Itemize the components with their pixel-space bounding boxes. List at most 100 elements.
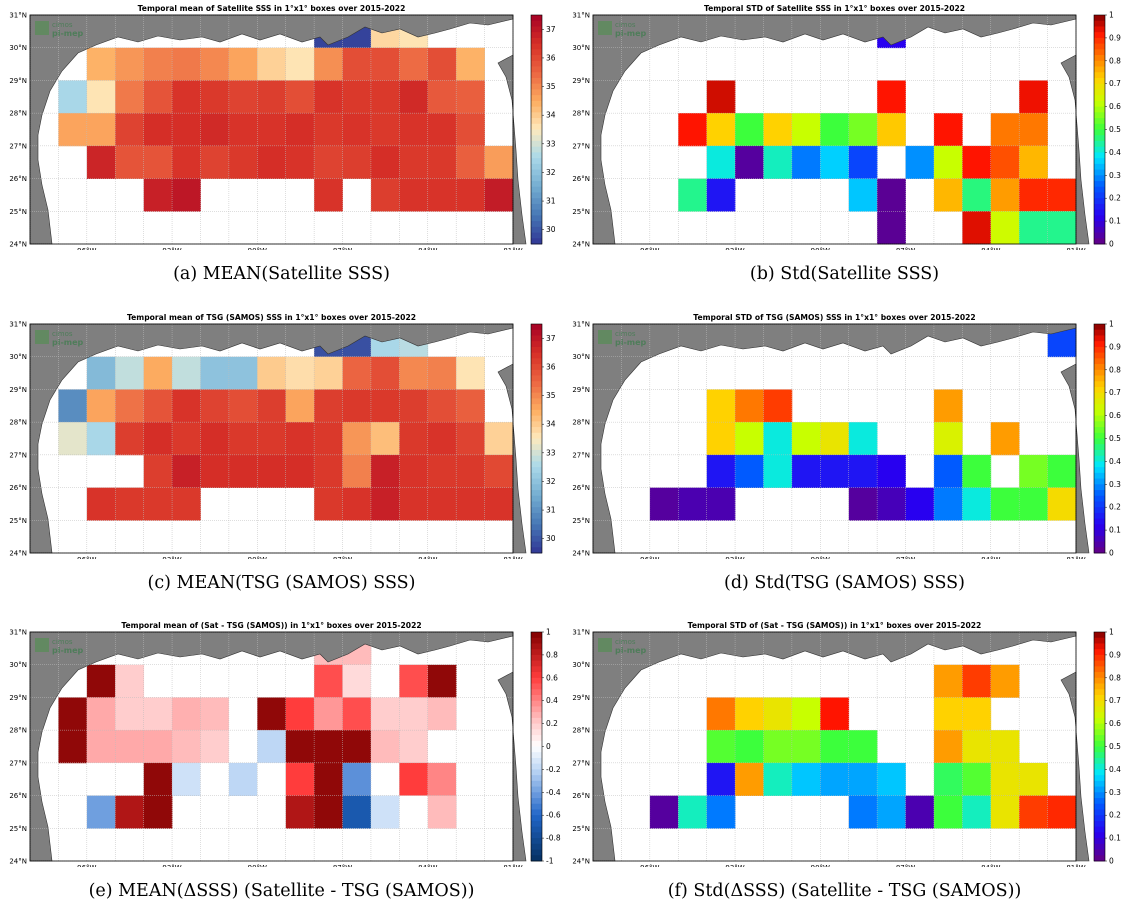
lat-tick-label: 27°N — [572, 142, 590, 150]
colorbar-segment — [1094, 421, 1105, 428]
data-cell — [58, 730, 88, 764]
data-cell — [314, 145, 343, 179]
data-cell — [399, 178, 429, 212]
colorbar-segment — [531, 186, 542, 193]
colorbar-segment — [531, 352, 542, 359]
data-cell — [115, 389, 145, 423]
colorbar-segment — [1094, 163, 1105, 170]
colorbar-segment — [1094, 392, 1105, 399]
colorbar-segment — [1094, 763, 1105, 770]
colorbar-segment — [1094, 43, 1105, 50]
colorbar-segment — [1094, 501, 1105, 508]
data-cell — [172, 389, 201, 423]
colorbar-segment — [1094, 427, 1105, 434]
lat-tick-label: 25°N — [572, 208, 590, 216]
colorbar-segment — [1094, 838, 1105, 845]
lat-tick-label: 27°N — [572, 451, 590, 459]
data-cell — [200, 389, 230, 423]
lon-tick-label: 96°W — [640, 247, 659, 250]
logo-line1: cimos — [615, 638, 636, 646]
data-cell — [706, 178, 736, 212]
chart-title: Temporal mean of (Sat - TSG (SAMOS)) in … — [121, 621, 421, 630]
data-cell — [427, 389, 457, 423]
colorbar-segment — [531, 484, 542, 491]
colorbar-segment — [1094, 352, 1105, 359]
data-cell — [143, 113, 173, 147]
plot-frame — [592, 323, 1077, 554]
data-cell — [228, 356, 258, 390]
colorbar-segment — [531, 746, 542, 753]
data-cell — [172, 356, 201, 390]
logo-line1: cimos — [52, 330, 73, 338]
data-cell — [342, 795, 372, 829]
colorbar-segment — [531, 729, 542, 736]
colorbar-segment — [531, 501, 542, 508]
colorbar-segment — [531, 769, 542, 776]
chart-title: Temporal STD of Satellite SSS in 1°x1° b… — [704, 4, 965, 13]
heatmap-chart-b: Temporal STD of Satellite SSS in 1°x1° b… — [572, 4, 1121, 250]
colorbar-segment — [531, 215, 542, 222]
lat-tick-label: 24°N — [9, 550, 27, 558]
data-cell — [791, 730, 821, 764]
data-cell — [905, 145, 935, 179]
colorbar-segment — [1094, 83, 1105, 90]
data-cell — [763, 145, 793, 179]
data-cell — [484, 487, 514, 521]
data-cell — [763, 389, 793, 423]
colorbar-segment — [531, 203, 542, 211]
data-cell — [990, 422, 1020, 456]
colorbar-segment — [531, 449, 542, 457]
colorbar-tick-label: 0.8 — [546, 650, 558, 659]
data-cell — [427, 697, 457, 731]
colorbar-segment — [1094, 198, 1105, 205]
lat-tick-label: 28°N — [572, 727, 590, 735]
data-cell — [200, 356, 230, 390]
colorbar-segment — [531, 826, 542, 833]
colorbar-segment — [1094, 186, 1105, 193]
colorbar-segment — [531, 181, 542, 188]
lon-tick-label: 90°W — [811, 864, 830, 867]
data-cell — [905, 487, 935, 521]
lat-tick-label: 24°N — [572, 858, 590, 866]
colorbar-segment — [1094, 192, 1105, 199]
data-cell — [399, 113, 429, 147]
land-mass — [29, 323, 514, 554]
colorbar-segment — [531, 386, 542, 394]
colorbar-tick-label: 34 — [546, 420, 556, 429]
data-cell — [342, 487, 372, 521]
colorbar-segment — [531, 786, 542, 793]
data-cell — [848, 730, 878, 764]
land-mass — [592, 14, 1077, 245]
data-cell — [791, 454, 821, 488]
data-cell — [399, 454, 429, 488]
colorbar-segment — [531, 507, 542, 514]
colorbar-segment — [1094, 341, 1105, 348]
data-cell — [962, 211, 992, 245]
colorbar-segment — [1094, 432, 1105, 439]
colorbar-segment — [531, 832, 542, 839]
data-cell — [1019, 178, 1048, 212]
data-cell — [86, 145, 116, 179]
colorbar-segment — [1094, 637, 1105, 644]
data-cell — [427, 762, 457, 796]
colorbar-segment — [1094, 467, 1105, 474]
data-cell — [990, 730, 1020, 764]
data-cell — [115, 762, 145, 796]
colorbar-segment — [531, 198, 542, 205]
data-cell — [933, 664, 963, 698]
colorbar-segment — [531, 146, 542, 153]
colorbar-segment — [1094, 369, 1105, 376]
data-cell — [314, 795, 343, 829]
logo-line1: cimos — [615, 330, 636, 338]
data-cell — [456, 145, 485, 179]
data-cell — [399, 664, 429, 698]
colorbar-tick-label: -0.2 — [546, 765, 561, 774]
colorbar-frame — [530, 14, 543, 245]
colorbar-tick-label: 0.4 — [1109, 457, 1121, 466]
colorbar-segment — [531, 415, 542, 422]
data-cell — [706, 113, 736, 147]
data-cell — [285, 730, 315, 764]
data-cell — [200, 80, 230, 114]
caption-d: (d) Std(TSG (SAMOS) SSS) — [724, 573, 965, 593]
